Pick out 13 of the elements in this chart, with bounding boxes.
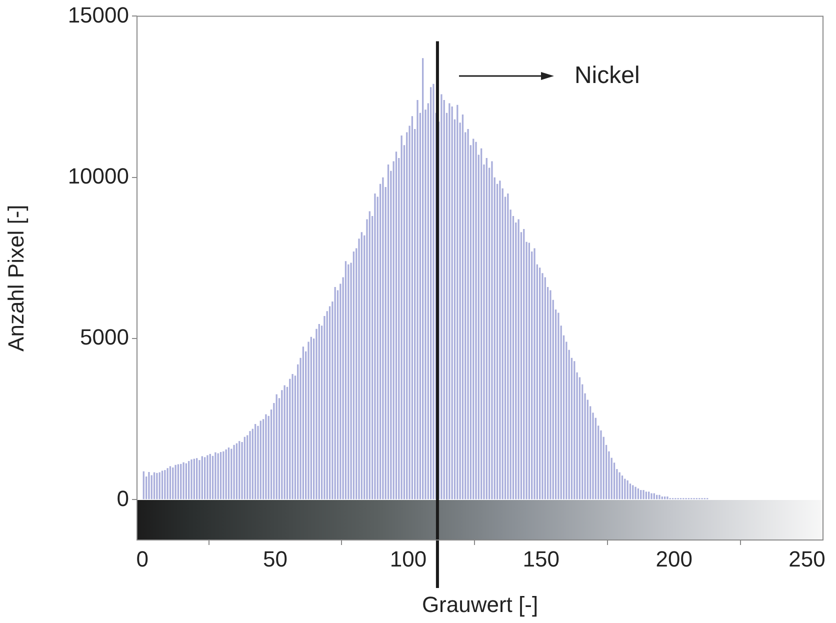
x-tick-label: 100 [390, 546, 427, 572]
annotation: Nickel [574, 62, 640, 90]
x-axis-title: Grauwert [-] [422, 592, 538, 617]
x-tick-label: 50 [263, 546, 288, 572]
x-tick-label: 250 [788, 546, 826, 572]
x-tick-label: 200 [656, 546, 692, 572]
x-tick-label: 150 [522, 546, 560, 572]
y-tick-label: 10000 [68, 163, 129, 188]
y-tick-label: 0 [116, 486, 129, 511]
y-tick-label: 5000 [80, 324, 129, 350]
y-tick-label: 15000 [68, 2, 129, 28]
y-axis-title: Anzahl Pixel [-] [3, 204, 28, 352]
x-tick-label: 0 [136, 546, 148, 572]
